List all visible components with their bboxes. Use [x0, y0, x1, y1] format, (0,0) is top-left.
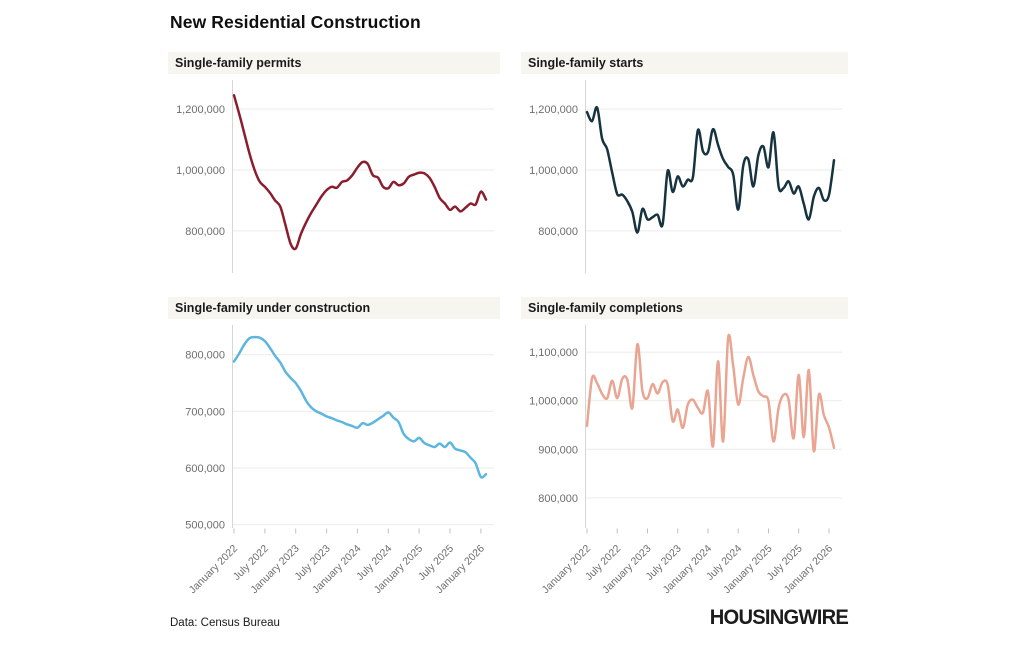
permits-line-chart: 800,000 1,000,000 1,200,000 — [176, 80, 494, 273]
y-axis-tick-label: 1,200,000 — [176, 104, 225, 116]
data-source-note: Data: Census Bureau — [170, 617, 280, 629]
chart-panel-starts: Single-family starts 800,000 1,000,000 1,2… — [521, 52, 848, 296]
y-axis-tick-label: 800,000 — [185, 350, 225, 362]
x-axis-tick-label: January 2022 — [540, 543, 594, 597]
y-axis-tick-label: 900,000 — [538, 444, 578, 456]
y-axis-tick-label: 1,000,000 — [176, 165, 225, 177]
y-axis-tick-label: 1,100,000 — [529, 347, 578, 359]
under-construction-line-chart: 500,000 600,000 700,000 800,000 January 2022… — [185, 325, 494, 597]
chart-title-bar-starts: Single-family starts — [521, 52, 848, 74]
completions-line-chart: 800,000 900,000 1,000,000 1,100,000 January … — [529, 325, 842, 597]
chart-title-bar-completions: Single-family completions — [521, 297, 848, 319]
y-axis-tick-label: 1,000,000 — [529, 165, 578, 177]
y-axis-tick-label: 600,000 — [185, 463, 225, 475]
series-line — [585, 105, 836, 234]
y-axis-tick-label: 700,000 — [185, 406, 225, 418]
chart-panel-under-construction: Single-family under construction 500,000… — [168, 297, 500, 611]
chart-panel-completions: Single-family completions 800,000 900,000… — [521, 297, 848, 611]
series-line — [585, 333, 836, 453]
chart-title-permits: Single-family permits — [175, 56, 302, 70]
y-axis-tick-label: 800,000 — [538, 493, 578, 505]
chart-title-under-construction: Single-family under construction — [175, 301, 371, 315]
y-axis-tick-label: 800,000 — [185, 226, 225, 238]
page-title: New Residential Construction — [170, 12, 421, 32]
series-line — [232, 94, 488, 251]
starts-line-chart: 800,000 1,000,000 1,200,000 — [529, 80, 842, 273]
chart-title-starts: Single-family starts — [528, 56, 644, 70]
y-axis-tick-label: 500,000 — [185, 520, 225, 532]
chart-title-bar-under-construction: Single-family under construction — [168, 297, 500, 319]
y-axis-tick-label: 800,000 — [538, 226, 578, 238]
chart-title-bar-permits: Single-family permits — [168, 52, 500, 74]
y-axis-tick-label: 1,000,000 — [529, 396, 578, 408]
chart-panel-permits: Single-family permits 800,000 1,000,000 1,… — [168, 52, 500, 296]
series-line — [232, 335, 488, 479]
housingwire-logo: HOUSINGWIRE — [709, 606, 849, 629]
chart-title-completions: Single-family completions — [528, 301, 683, 315]
y-axis-tick-label: 1,200,000 — [529, 104, 578, 116]
x-axis-tick-label: January 2022 — [187, 543, 241, 597]
